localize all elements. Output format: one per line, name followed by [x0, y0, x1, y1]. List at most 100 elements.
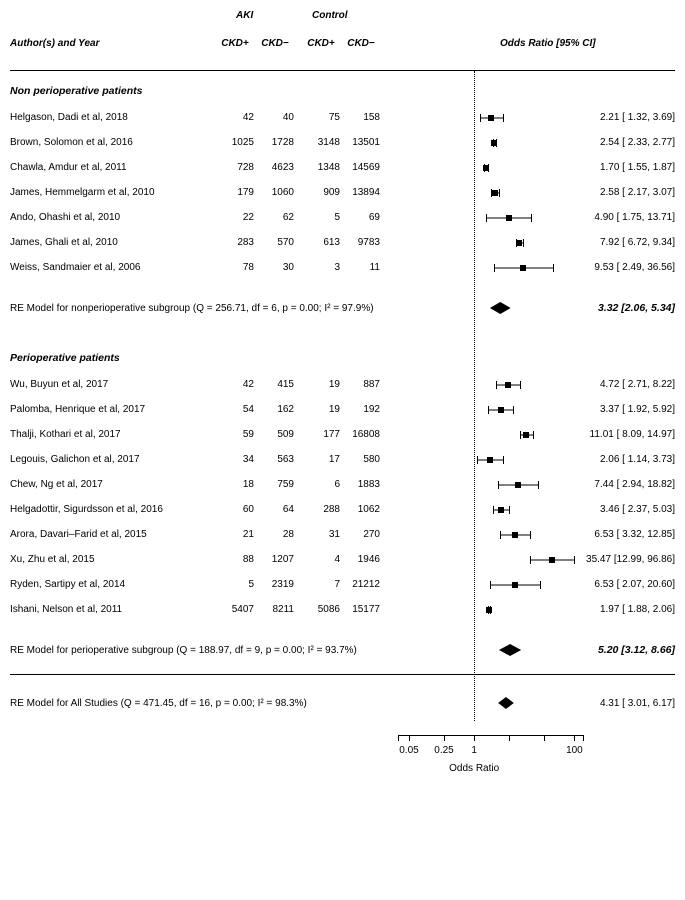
axis-tick — [509, 735, 510, 741]
ctrl-ckdn: 14569 — [342, 162, 380, 173]
or-ci: 9.53 [ 2.49, 36.56] — [594, 262, 675, 273]
or-ci: 6.53 [ 3.32, 12.85] — [594, 529, 675, 540]
ctrl-ckdp: 31 — [302, 529, 340, 540]
header-control: Control — [312, 10, 348, 21]
or-ci: 4.90 [ 1.75, 13.71] — [594, 212, 675, 223]
aki-ckdp: 78 — [216, 262, 254, 273]
overall-row: RE Model for All Studies (Q = 471.45, df… — [10, 685, 675, 721]
aki-ckdn: 4623 — [256, 162, 294, 173]
or-ci: 35.47 [12.99, 96.86] — [586, 554, 675, 565]
ci-plot — [398, 130, 583, 155]
study-row: Legouis, Galichon et al, 201734563175802… — [10, 447, 675, 472]
ctrl-ckdp: 5 — [302, 212, 340, 223]
aki-ckdp: 283 — [216, 237, 254, 248]
study-name: Brown, Solomon et al, 2016 — [10, 137, 190, 148]
ci-plot — [398, 422, 583, 447]
aki-ckdn: 2319 — [256, 579, 294, 590]
axis-title: Odds Ratio — [449, 763, 499, 774]
aki-ckdn: 759 — [256, 479, 294, 490]
header-ctrl-ckdp: CKD+ — [302, 38, 340, 49]
study-row: Weiss, Sandmaier et al, 2006 7830 311 9.53 … — [10, 255, 675, 280]
axis-tick — [544, 735, 545, 741]
axis-tick — [409, 735, 410, 741]
study-row: Palomba, Henrique et al, 201754162191923… — [10, 397, 675, 422]
ci-plot — [398, 255, 583, 280]
ctrl-ckdp: 19 — [302, 404, 340, 415]
or-ci: 2.06 [ 1.14, 3.73] — [600, 454, 675, 465]
ctrl-ckdn: 11 — [342, 262, 380, 273]
overall-text: RE Model for All Studies (Q = 471.45, df… — [10, 698, 307, 709]
ctrl-ckdp: 75 — [302, 112, 340, 123]
ci-plot — [398, 447, 583, 472]
study-name: Ishani, Nelson et al, 2011 — [10, 604, 190, 615]
re-or: 3.32 [2.06, 5.34] — [598, 302, 675, 314]
study-row: Brown, Solomon et al, 201610251728314813… — [10, 130, 675, 155]
aki-ckdp: 18 — [216, 479, 254, 490]
axis-tick — [574, 735, 575, 741]
axis-tick-label: 100 — [566, 745, 583, 756]
aki-ckdn: 1060 — [256, 187, 294, 198]
aki-ckdn: 509 — [256, 429, 294, 440]
aki-ckdn: 162 — [256, 404, 294, 415]
ctrl-ckdp: 6 — [302, 479, 340, 490]
study-name: Ando, Ohashi et al, 2010 — [10, 212, 190, 223]
study-row: James, Ghali et al, 201028357061397837.9… — [10, 230, 675, 255]
aki-ckdn: 8211 — [256, 604, 294, 615]
or-ci: 7.44 [ 2.94, 18.82] — [594, 479, 675, 490]
axis-line — [398, 735, 583, 736]
ctrl-ckdn: 270 — [342, 529, 380, 540]
plot-body: Non perioperative patientsHelgason, Dadi… — [10, 71, 675, 721]
axis-tick — [474, 735, 475, 741]
or-ci: 1.97 [ 1.88, 2.06] — [600, 604, 675, 615]
aki-ckdn: 563 — [256, 454, 294, 465]
x-axis: 0.050.251100 Odds Ratio — [10, 727, 675, 782]
aki-ckdn: 30 — [256, 262, 294, 273]
ctrl-ckdn: 15177 — [342, 604, 380, 615]
diamond-plot — [398, 632, 583, 668]
ci-plot — [398, 597, 583, 622]
aki-ckdn: 64 — [256, 504, 294, 515]
study-name: Weiss, Sandmaier et al, 2006 — [10, 262, 190, 273]
section-title: Non perioperative patients — [10, 71, 675, 105]
re-model-row: RE Model for nonperioperative subgroup (… — [10, 290, 675, 326]
or-ci: 7.92 [ 6.72, 9.34] — [600, 237, 675, 248]
aki-ckdp: 179 — [216, 187, 254, 198]
aki-ckdp: 88 — [216, 554, 254, 565]
or-ci: 3.37 [ 1.92, 5.92] — [600, 404, 675, 415]
aki-ckdp: 60 — [216, 504, 254, 515]
overall-or: 4.31 [ 3.01, 6.17] — [600, 698, 675, 709]
study-row: Xu, Zhu et al, 20158812074194635.47 [12.… — [10, 547, 675, 572]
study-name: Xu, Zhu et al, 2015 — [10, 554, 190, 565]
study-name: Chawla, Amdur et al, 2011 — [10, 162, 190, 173]
aki-ckdp: 59 — [216, 429, 254, 440]
ctrl-ckdn: 887 — [342, 379, 380, 390]
axis-tick-label: 0.05 — [399, 745, 418, 756]
header-or: Odds Ratio [95% CI] — [500, 38, 596, 49]
overall-rule — [10, 674, 675, 675]
diamond-plot — [398, 290, 583, 326]
or-ci: 2.54 [ 2.33, 2.77] — [600, 137, 675, 148]
header-author: Author(s) and Year — [10, 38, 99, 49]
section-title: Perioperative patients — [10, 338, 675, 372]
ctrl-ckdn: 1883 — [342, 479, 380, 490]
ctrl-ckdn: 21212 — [342, 579, 380, 590]
ctrl-ckdp: 3 — [302, 262, 340, 273]
study-row: Thalji, Kothari et al, 20175950917716808… — [10, 422, 675, 447]
ctrl-ckdp: 909 — [302, 187, 340, 198]
study-name: Arora, Davari–Farid et al, 2015 — [10, 529, 190, 540]
aki-ckdn: 40 — [256, 112, 294, 123]
ctrl-ckdp: 4 — [302, 554, 340, 565]
ctrl-ckdp: 1348 — [302, 162, 340, 173]
re-text: RE Model for perioperative subgroup (Q =… — [10, 645, 357, 656]
ctrl-ckdn: 9783 — [342, 237, 380, 248]
aki-ckdp: 1025 — [216, 137, 254, 148]
ci-plot — [398, 547, 583, 572]
aki-ckdp: 34 — [216, 454, 254, 465]
ctrl-ckdp: 7 — [302, 579, 340, 590]
ctrl-ckdp: 19 — [302, 379, 340, 390]
forest-plot: AKI Control Author(s) and Year CKD+ CKD−… — [10, 10, 675, 782]
header-aki-ckdp: CKD+ — [216, 38, 254, 49]
or-ci: 6.53 [ 2.07, 20.60] — [594, 579, 675, 590]
header-aki: AKI — [236, 10, 253, 21]
ci-plot — [398, 522, 583, 547]
